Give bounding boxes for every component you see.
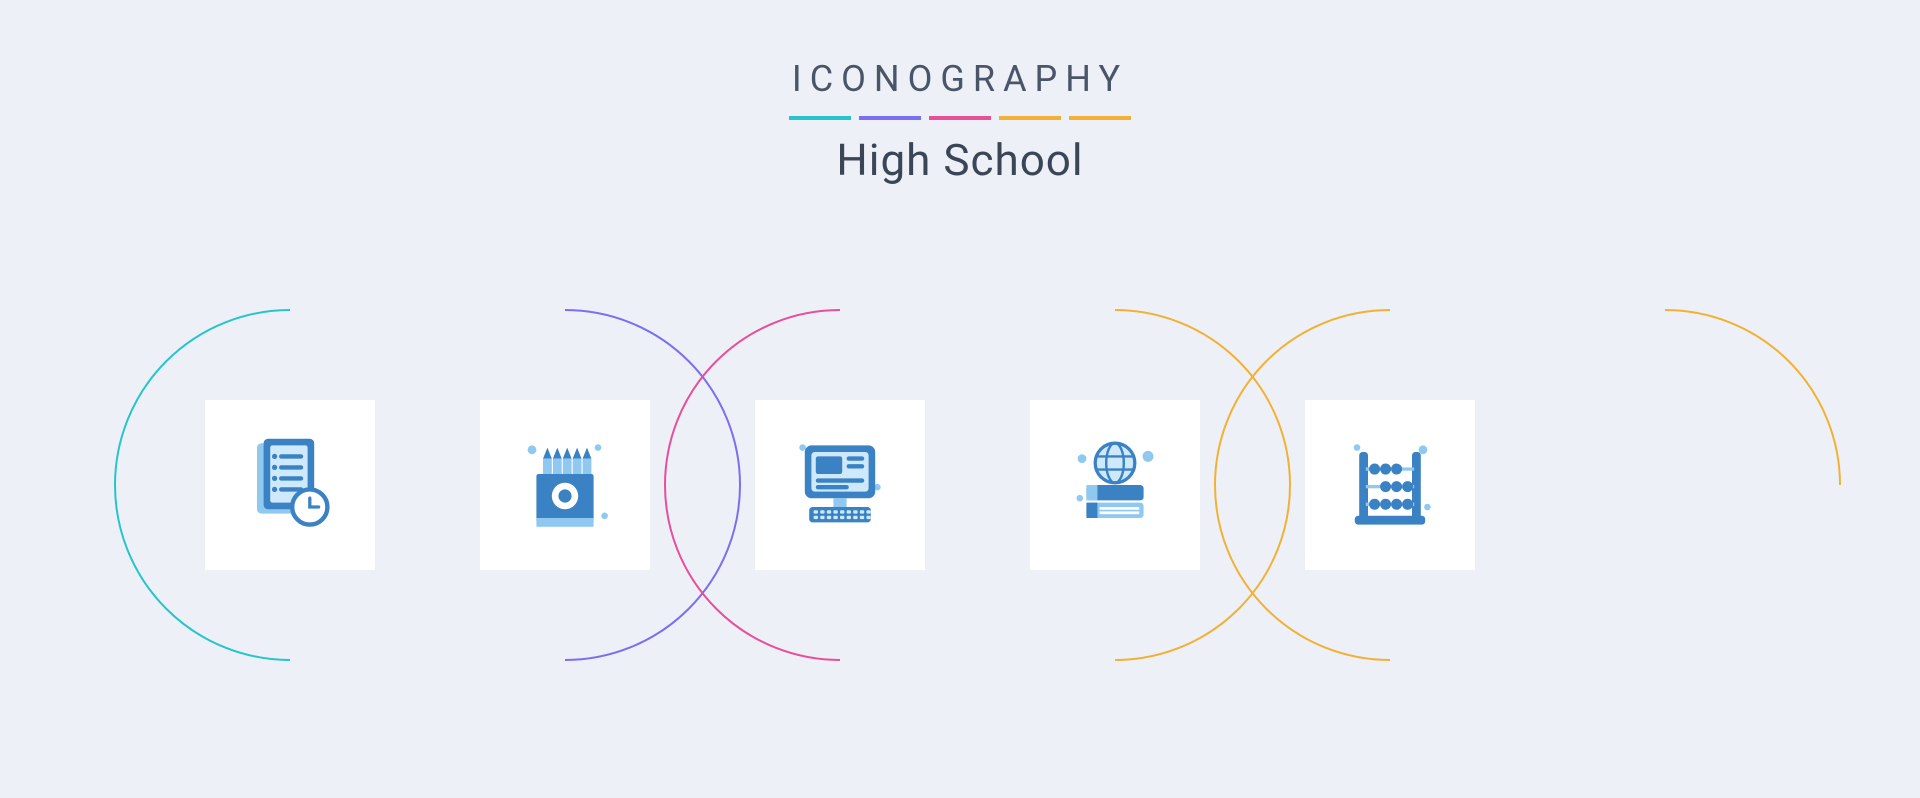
task-list-time-icon-card bbox=[205, 400, 375, 570]
set-title: High School bbox=[0, 134, 1920, 186]
stripe-2 bbox=[859, 116, 921, 120]
header: ICONOGRAPHY High School bbox=[0, 0, 1920, 186]
task-list-time-icon bbox=[235, 430, 345, 540]
globe-books-icon-card bbox=[1030, 400, 1200, 570]
stripe-1 bbox=[789, 116, 851, 120]
brand-stripes bbox=[0, 116, 1920, 120]
stripe-4 bbox=[999, 116, 1061, 120]
abacus-icon bbox=[1335, 430, 1445, 540]
pencil-box-icon-card bbox=[480, 400, 650, 570]
brand-wordmark: ICONOGRAPHY bbox=[0, 58, 1920, 100]
stripe-5 bbox=[1069, 116, 1131, 120]
computer-icon-card bbox=[755, 400, 925, 570]
stripe-3 bbox=[929, 116, 991, 120]
computer-icon bbox=[785, 430, 895, 540]
abacus-icon-card bbox=[1305, 400, 1475, 570]
globe-books-icon bbox=[1060, 430, 1170, 540]
pencil-box-icon bbox=[510, 430, 620, 540]
